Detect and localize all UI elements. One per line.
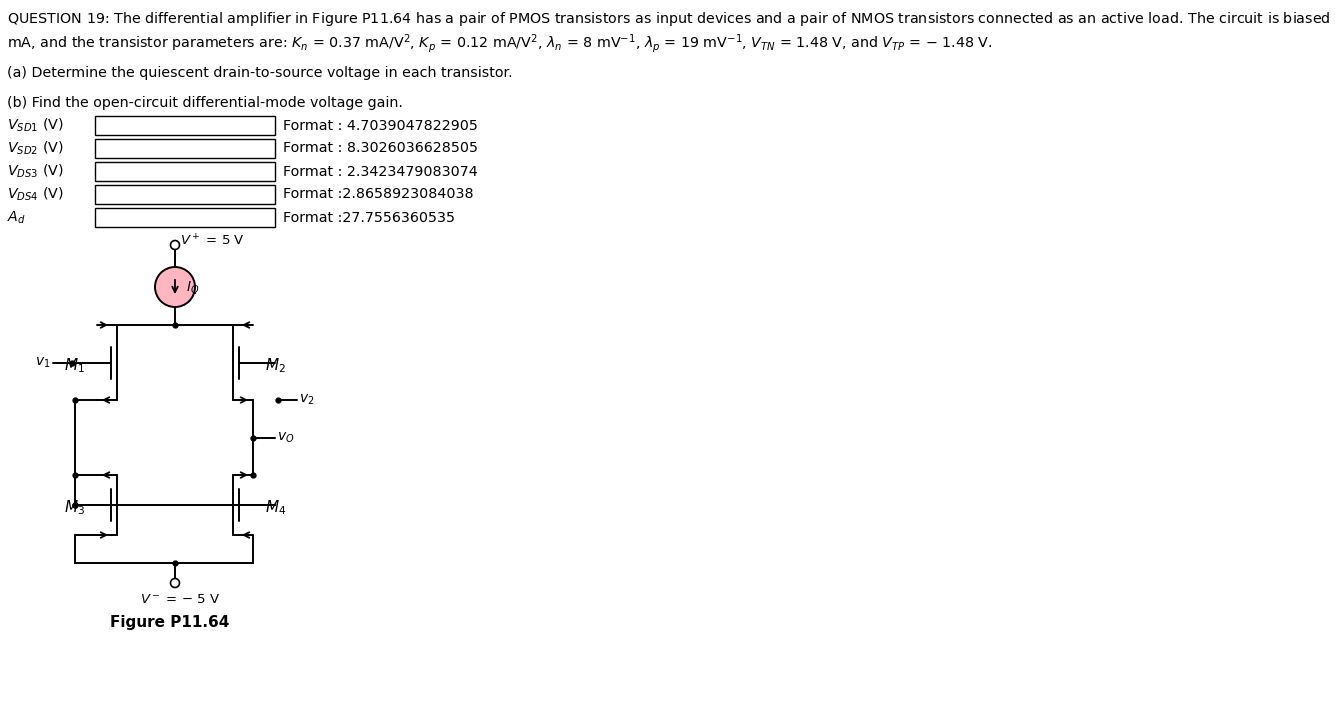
Text: (b) Find the open-circuit differential-mode voltage gain.: (b) Find the open-circuit differential-m… [7, 96, 403, 110]
Text: $v_2$: $v_2$ [299, 393, 315, 407]
Text: $M_3$: $M_3$ [64, 499, 85, 518]
FancyBboxPatch shape [95, 185, 275, 204]
FancyBboxPatch shape [95, 139, 275, 158]
Text: Format : 4.7039047822905: Format : 4.7039047822905 [283, 118, 478, 133]
Text: $M_1$: $M_1$ [64, 356, 85, 375]
Circle shape [171, 240, 179, 250]
Text: Format :27.7556360535: Format :27.7556360535 [283, 211, 455, 224]
Text: Figure P11.64: Figure P11.64 [111, 615, 230, 630]
FancyBboxPatch shape [95, 116, 275, 135]
Text: $M_4$: $M_4$ [266, 499, 286, 518]
Text: $V^-$ = − 5 V: $V^-$ = − 5 V [140, 593, 220, 606]
Text: Format : 2.3423479083074: Format : 2.3423479083074 [283, 165, 478, 179]
Text: mA, and the transistor parameters are: $K_n$ = 0.37 mA/V$^2$, $K_p$ = 0.12 mA/V$: mA, and the transistor parameters are: $… [7, 32, 993, 55]
Text: $I_Q$: $I_Q$ [186, 279, 199, 295]
Text: $V_{DS3}$ (V): $V_{DS3}$ (V) [7, 163, 64, 180]
FancyBboxPatch shape [95, 162, 275, 181]
Circle shape [171, 579, 179, 587]
Text: $A_d$: $A_d$ [7, 209, 25, 226]
Text: $M_2$: $M_2$ [266, 356, 286, 375]
Text: $v_1$: $v_1$ [35, 355, 49, 370]
Text: $v_O$: $v_O$ [276, 431, 295, 445]
Text: $V_{SD1}$ (V): $V_{SD1}$ (V) [7, 117, 64, 134]
Text: Format :2.8658923084038: Format :2.8658923084038 [283, 187, 474, 202]
Text: $V_{SD2}$ (V): $V_{SD2}$ (V) [7, 140, 64, 158]
Text: Format : 8.3026036628505: Format : 8.3026036628505 [283, 142, 478, 155]
Text: QUESTION 19: The differential amplifier in Figure P11.64 has a pair of PMOS tran: QUESTION 19: The differential amplifier … [7, 10, 1335, 28]
Circle shape [155, 267, 195, 307]
Text: $V^+$ = 5 V: $V^+$ = 5 V [180, 233, 244, 248]
FancyBboxPatch shape [95, 208, 275, 227]
Text: $V_{DS4}$ (V): $V_{DS4}$ (V) [7, 186, 64, 203]
Text: (a) Determine the quiescent drain-to-source voltage in each transistor.: (a) Determine the quiescent drain-to-sou… [7, 66, 513, 80]
